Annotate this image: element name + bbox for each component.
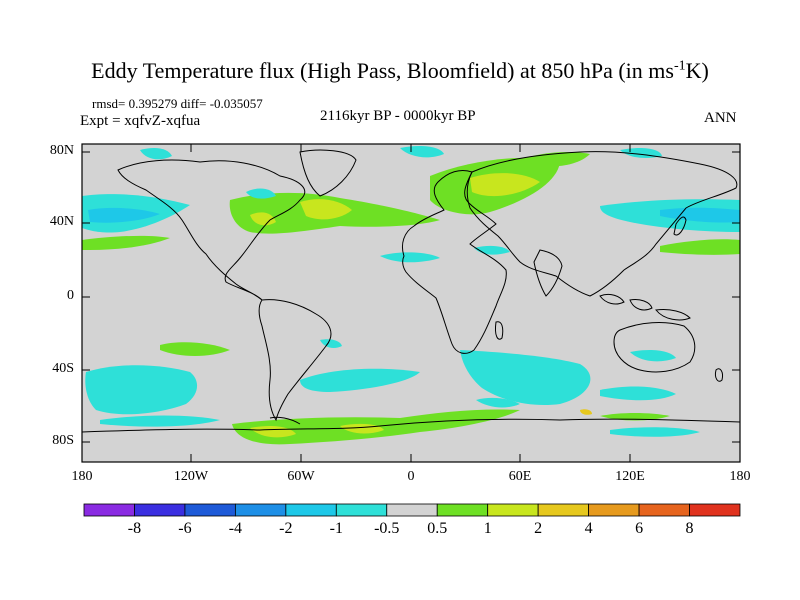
lat-label: 0 — [67, 288, 74, 303]
colorbar-swatch — [638, 503, 690, 517]
colorbar-swatch — [386, 503, 438, 517]
lon-label: 0 — [407, 469, 415, 484]
colorbar-swatch — [184, 503, 236, 517]
colorbar-swatch — [335, 503, 388, 517]
colorbar-swatch — [537, 503, 590, 517]
colorbar-label: -0.5 — [374, 520, 400, 537]
lon-label: 120W — [173, 469, 209, 484]
lon-label: 60E — [508, 469, 532, 484]
colorbar-label: -8 — [127, 520, 142, 537]
axis-ticks — [82, 144, 740, 462]
lon-label: 60W — [287, 469, 315, 484]
colorbar-label: 1 — [483, 520, 492, 537]
colorbar-label: 2 — [534, 520, 543, 537]
colorbar-label: 6 — [635, 520, 644, 537]
colorbar-label: -6 — [178, 520, 192, 537]
colorbar-swatch — [234, 503, 287, 517]
ocean-background — [82, 144, 740, 462]
lon-label: 180 — [729, 469, 751, 484]
season-label: ANN — [704, 110, 737, 126]
colorbar-label: -4 — [228, 520, 243, 537]
period-label: 2116kyr BP - 0000kyr BP — [320, 108, 476, 124]
colorbar-label: -2 — [279, 520, 293, 537]
colorbar-swatch — [285, 503, 337, 517]
colorbar-swatch — [134, 503, 186, 517]
colorbar-label: 0.5 — [427, 520, 448, 537]
lat-label: 40S — [52, 361, 74, 376]
anomaly-fields — [82, 146, 740, 445]
map-title: Eddy Temperature flux (High Pass, Bloomf… — [91, 58, 709, 83]
experiment-label: Expt = xqfvZ-xqfua — [80, 113, 201, 129]
lat-label: 40N — [49, 214, 74, 229]
colorbar-label: 8 — [685, 520, 694, 537]
lon-label: 180 — [71, 469, 93, 484]
anomaly-south-pacific — [85, 365, 198, 415]
stats-text: rmsd= 0.395279 diff= -0.035057 — [92, 96, 263, 111]
anomaly-indian-ocean — [460, 350, 591, 406]
lat-label: 80S — [52, 433, 74, 448]
colorbar-label: 4 — [584, 520, 593, 537]
colorbar-swatch — [588, 503, 640, 517]
colorbar — [83, 503, 741, 517]
colorbar-swatch — [436, 503, 489, 517]
colorbar-swatch — [487, 503, 539, 517]
colorbar-swatch — [689, 503, 741, 517]
coastlines — [82, 149, 740, 433]
colorbar-label: -1 — [329, 520, 343, 537]
lon-label: 120E — [615, 469, 645, 484]
colorbar-swatch — [83, 503, 135, 517]
lat-label: 80N — [49, 143, 74, 158]
